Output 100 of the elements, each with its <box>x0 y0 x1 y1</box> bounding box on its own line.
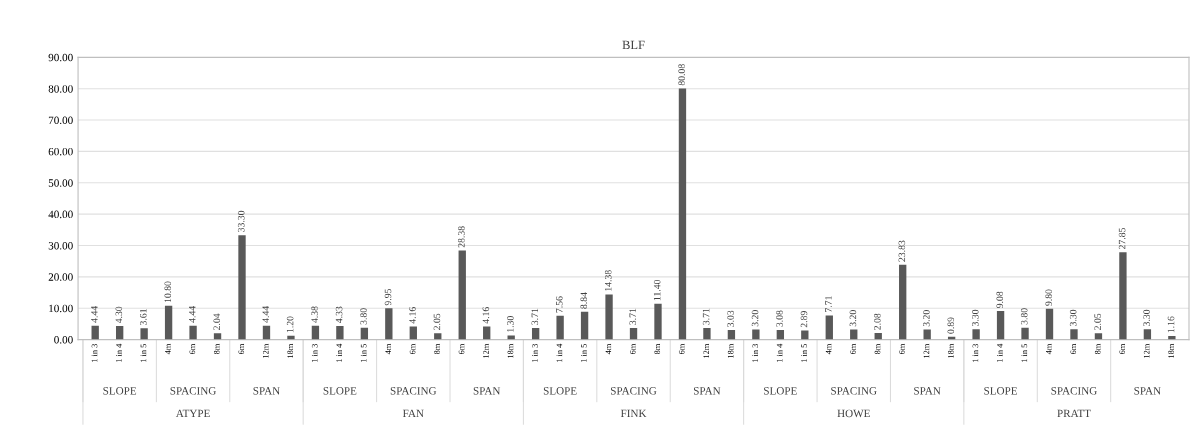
bar <box>458 250 466 340</box>
bar <box>605 294 613 340</box>
x-tick-label: 8m <box>434 343 440 355</box>
text: SPAN <box>693 387 721 395</box>
data-label: 80.08 <box>678 64 685 86</box>
x-tick-label: 8m <box>1094 343 1101 355</box>
bar <box>899 264 907 340</box>
x-tick-label: 8m <box>214 343 220 355</box>
data-label: 3.80 <box>360 308 367 325</box>
data-label: 4.16 <box>409 307 416 324</box>
data-label: 3.20 <box>923 310 930 327</box>
x-tick-label: 18m <box>507 343 514 358</box>
bar <box>115 326 124 340</box>
x-tick-label: 12m <box>923 343 930 358</box>
data-label: 1.16 <box>1167 316 1175 333</box>
x-tick-label: 12m <box>262 343 269 358</box>
text: SLOPE <box>323 387 357 395</box>
x-tick-label: 1 in 5 <box>140 344 147 362</box>
data-label: 4.30 <box>115 306 123 324</box>
bar <box>629 327 638 340</box>
text: PRATT <box>1057 409 1091 418</box>
x-tick-label: 1 in 4 <box>776 343 783 362</box>
x-tick-label: 6m <box>238 343 245 355</box>
y-tick-label: 10.00 <box>49 304 73 313</box>
data-label: 2.05 <box>433 313 441 330</box>
data-label: 2.05 <box>1094 313 1101 330</box>
x-tick-label: 6m <box>630 343 636 355</box>
bar <box>996 311 1005 340</box>
text: ATYPE <box>175 409 210 418</box>
data-label: 8.84 <box>580 292 588 309</box>
text: SLOPE <box>984 387 1017 395</box>
bar <box>385 308 393 340</box>
y-tick-label: 30.00 <box>48 241 73 250</box>
bar <box>678 88 687 340</box>
x-tick-label: 6m <box>458 343 465 355</box>
x-tick-label: 1 in 5 <box>1021 344 1028 362</box>
bar <box>238 235 246 340</box>
text: SPACING <box>611 387 657 395</box>
data-label: 4.44 <box>189 306 196 323</box>
bar <box>531 327 540 340</box>
y-tick-label: 70.00 <box>48 116 73 125</box>
x-tick-label: 6m <box>678 343 685 355</box>
x-tick-label: 1 in 4 <box>997 343 1003 362</box>
data-label: 27.85 <box>1118 227 1126 250</box>
x-tick-label: 18m <box>287 343 294 358</box>
x-tick-label: 6m <box>189 343 196 355</box>
x-tick-label: 4m <box>165 343 171 355</box>
x-tick-label: 6m <box>899 343 905 355</box>
y-tick-label: 0.00 <box>54 336 73 344</box>
bar <box>311 325 320 340</box>
bar <box>164 305 173 340</box>
data-label: 3.20 <box>751 310 759 327</box>
x-tick-label: 8m <box>654 343 661 355</box>
y-tick-label: 20.00 <box>48 273 73 281</box>
text: SLOPE <box>103 387 137 395</box>
text: SPACING <box>390 387 437 395</box>
y-tick-label: 40.00 <box>48 210 73 219</box>
x-tick-label: 8m <box>874 343 881 355</box>
data-label: 4.33 <box>335 306 343 324</box>
x-tick-label: 1 in 3 <box>311 344 318 362</box>
data-label: 3.20 <box>849 310 857 327</box>
data-label: 33.30 <box>237 210 245 232</box>
x-tick-label: 1 in 4 <box>556 343 563 362</box>
data-label: 9.08 <box>996 291 1004 308</box>
data-label: 11.40 <box>653 279 661 301</box>
text: SPAN <box>253 387 280 395</box>
x-tick-label: 4m <box>825 343 832 355</box>
x-tick-label: 1 in 3 <box>532 344 538 362</box>
bar <box>556 315 564 340</box>
data-label: 3.71 <box>702 308 710 325</box>
y-tick-label: 90.00 <box>48 53 73 62</box>
text: SPAN <box>473 387 501 395</box>
y-tick-label: 80.00 <box>48 85 73 93</box>
y-tick-label: 60.00 <box>48 147 73 156</box>
data-label: 23.83 <box>898 240 906 262</box>
data-label: 14.38 <box>604 270 612 291</box>
data-label: 3.30 <box>1069 309 1077 326</box>
data-label: 3.03 <box>727 310 734 327</box>
bar <box>336 325 344 340</box>
bar <box>923 329 931 340</box>
text: HOWE <box>837 409 870 418</box>
x-tick-label: 1 in 4 <box>116 343 122 362</box>
x-tick-label: 6m <box>1070 343 1077 355</box>
x-tick-label: 1 in 3 <box>972 344 979 362</box>
x-tick-label: 4m <box>605 343 612 355</box>
text: SLOPE <box>543 387 577 395</box>
bar <box>1143 329 1152 340</box>
bar <box>580 311 589 340</box>
x-tick-label: 1 in 3 <box>752 344 758 362</box>
x-tick-label: 4m <box>385 343 391 355</box>
text: SPAN <box>1134 387 1161 395</box>
text: SLOPE <box>764 387 797 395</box>
data-label: 0.89 <box>947 317 955 334</box>
data-label: 3.71 <box>531 308 539 325</box>
data-label: 2.89 <box>800 311 808 328</box>
x-tick-label: 6m <box>409 343 416 355</box>
bar <box>703 327 711 340</box>
bar <box>140 328 148 340</box>
data-label: 9.80 <box>1045 289 1052 306</box>
x-tick-label: 1 in 4 <box>336 343 342 362</box>
